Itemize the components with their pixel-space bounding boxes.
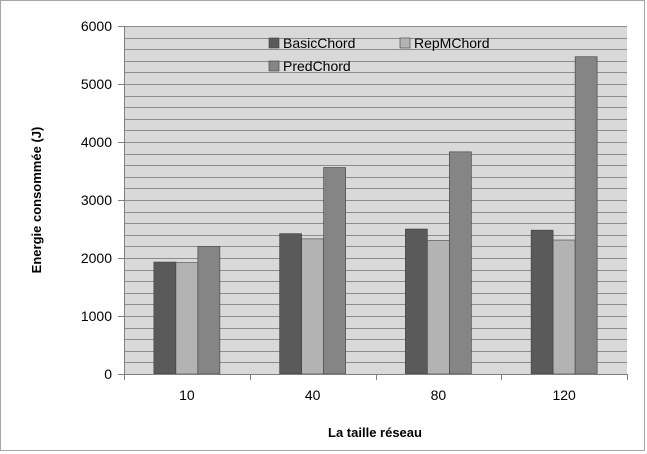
y-tick-label: 4000	[81, 134, 112, 150]
bar-BasicChord-10	[153, 261, 177, 375]
bar-PredChord-40	[323, 167, 346, 375]
y-tick-labels: 0 1000 2000 3000 4000 5000 6000	[81, 18, 112, 382]
axes	[118, 26, 628, 380]
x-tick-labels: 10 40 80 120	[179, 387, 576, 403]
bar-BasicChord-120	[530, 229, 554, 375]
y-tick-label: 3000	[81, 192, 112, 208]
legend-swatch-PredChord	[268, 60, 280, 72]
x-tick-label: 120	[552, 387, 576, 403]
bar-RepMChord-40	[301, 238, 324, 375]
x-tick-label: 40	[305, 387, 321, 403]
legend-label-BasicChord: BasicChord	[283, 35, 355, 51]
bar-PredChord-120	[574, 56, 598, 375]
y-tick-label: 6000	[81, 18, 112, 34]
bar-BasicChord-80	[405, 228, 428, 375]
x-tick-label: 10	[179, 387, 195, 403]
y-tick-label: 0	[104, 366, 112, 382]
bar-RepMChord-120	[552, 239, 576, 375]
x-tick-label: 80	[431, 387, 447, 403]
y-axis-title: Energie consommée (J)	[29, 127, 44, 274]
y-tick-label: 2000	[81, 250, 112, 266]
bar-RepMChord-10	[175, 262, 199, 375]
bar-PredChord-10	[197, 246, 221, 375]
y-tick-label: 1000	[81, 308, 112, 324]
bars	[153, 56, 598, 375]
legend: BasicChord RepMChord PredChord	[268, 35, 489, 74]
bar-RepMChord-80	[427, 240, 450, 375]
legend-swatch-RepMChord	[399, 37, 411, 49]
x-axis-title: La taille réseau	[328, 425, 422, 440]
y-tick-label: 5000	[81, 76, 112, 92]
legend-label-PredChord: PredChord	[283, 58, 351, 74]
legend-swatch-BasicChord	[268, 37, 280, 49]
bar-PredChord-80	[449, 151, 472, 375]
bar-BasicChord-40	[279, 233, 302, 375]
legend-label-RepMChord: RepMChord	[414, 35, 489, 51]
